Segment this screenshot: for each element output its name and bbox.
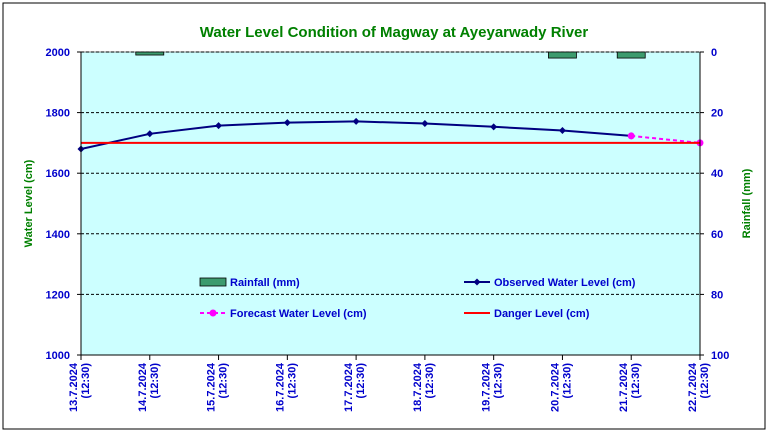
legend-label: Danger Level (cm) [494, 308, 590, 320]
water-level-lines [77, 117, 704, 153]
x-tick-label: 19.7.2024(12:30) [481, 362, 505, 412]
y-tick-label-right: 60 [711, 229, 723, 241]
rainfall-bar [616, 51, 646, 59]
x-tick-label: 21.7.2024(12:30) [618, 362, 642, 412]
y-tick-label-right: 80 [711, 289, 723, 301]
x-tick-label: 16.7.2024(12:30) [274, 362, 298, 412]
legend-label: Rainfall (mm) [230, 277, 300, 289]
y-tick-label-left: 1400 [46, 229, 70, 241]
rainfall-bars [135, 51, 646, 59]
y-tick-label-left: 1000 [46, 350, 70, 362]
x-tick-label: 17.7.2024(12:30) [343, 362, 367, 412]
legend-label: Observed Water Level (cm) [494, 277, 636, 289]
legend-swatch-rainfall [199, 277, 227, 287]
y-tick-label-right: 20 [711, 108, 723, 120]
observed-water-level-point [490, 123, 498, 131]
y-axis-label-left: Water Level (cm) [23, 159, 35, 247]
y-tick-label-left: 1200 [46, 289, 70, 301]
chart-title: Water Level Condition of Magway at Ayeya… [200, 24, 589, 41]
x-tick-label: 13.7.2024(12:30) [68, 362, 92, 412]
axes: 2000 0 1800 20 1600 40 1400 60 1200 80 1000 100 13.7… [46, 47, 730, 412]
x-tick-label: 15.7.2024(12:30) [206, 362, 230, 412]
y-tick-label-left: 1600 [46, 168, 70, 180]
x-tick-label: 22.7.2024(12:30) [687, 362, 711, 412]
y-tick-label-right: 100 [711, 350, 729, 362]
y-tick-label-left: 1800 [46, 108, 70, 120]
y-axis-label-right: Rainfall (mm) [741, 168, 753, 238]
y-tick-label-right: 40 [711, 168, 723, 180]
observed-water-level-point [421, 120, 429, 128]
plot-area [80, 51, 701, 356]
observed-water-level-point [558, 126, 566, 134]
x-tick-label: 14.7.2024(12:30) [137, 362, 161, 412]
x-tick-label: 20.7.2024(12:30) [549, 362, 573, 412]
observed-water-level-point [283, 119, 291, 127]
legend-label: Forecast Water Level (cm) [230, 308, 367, 320]
forecast-water-level-line [631, 134, 701, 144]
grid-lines [81, 51, 700, 295]
observed-water-level-point [146, 130, 154, 138]
y-tick-label-left: 2000 [46, 47, 70, 59]
legend-marker-forecast [209, 309, 217, 317]
x-tick-label: 18.7.2024(12:30) [412, 362, 436, 412]
legend: Rainfall (mm) Observed Water Level (cm) Fo… [199, 277, 636, 320]
legend-marker-observed [473, 278, 481, 286]
rainfall-bar [135, 51, 165, 56]
y-tick-label-right: 0 [711, 47, 717, 59]
observed-water-level-point [352, 117, 360, 125]
observed-water-level-point [215, 122, 223, 130]
forecast-water-level-point [627, 132, 635, 140]
rainfall-bar [548, 51, 577, 59]
